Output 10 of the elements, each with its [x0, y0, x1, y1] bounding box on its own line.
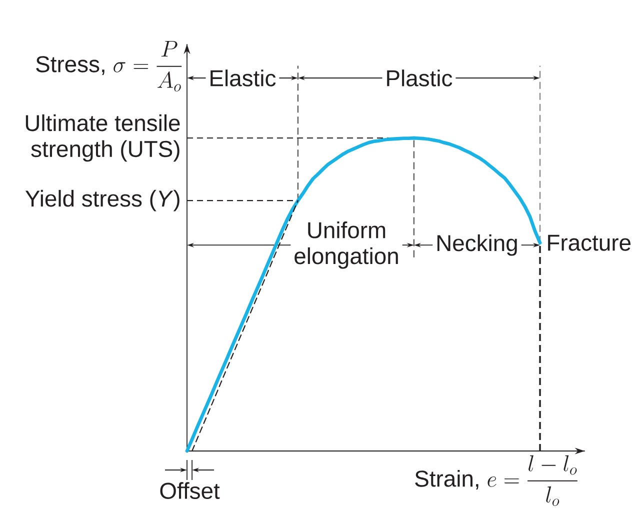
ref-line-label: Yield stress (Y) — [25, 190, 180, 212]
text: Plastic — [387, 70, 452, 86]
text: Elastic — [210, 70, 276, 86]
annotation: Necking — [437, 234, 517, 256]
annotation: Uniform elongation — [294, 221, 398, 269]
y-axis-title: $\text{Stress, } \sigma = \frac{P}{A_o}$ — [36, 40, 182, 92]
text: Fracture — [548, 234, 631, 251]
ref-line-label: Ultimate tensile strength (UTS) — [26, 114, 180, 162]
text: Offset — [160, 482, 220, 499]
x-axis-title: $\text{Strain, } e = \frac{l - l_o}{l_o}$ — [415, 455, 578, 506]
